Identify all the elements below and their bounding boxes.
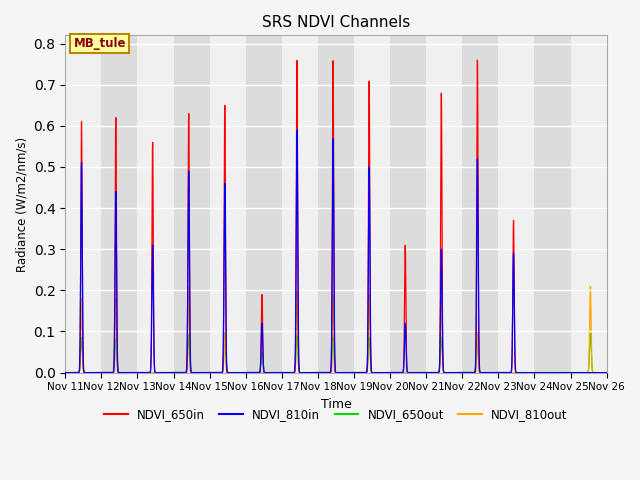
Text: MB_tule: MB_tule	[74, 37, 126, 50]
Bar	[354, 36, 390, 372]
NDVI_650in	[535, 370, 543, 375]
Bar	[534, 36, 570, 372]
Line: NDVI_810out: NDVI_810out	[65, 286, 607, 372]
Bar	[282, 36, 318, 372]
NDVI_810in	[598, 370, 606, 375]
NDVI_810in	[304, 370, 312, 375]
Bar	[570, 36, 607, 372]
NDVI_650out	[61, 370, 69, 375]
NDVI_810out	[586, 283, 594, 289]
NDVI_650in	[266, 370, 273, 375]
NDVI_810in	[187, 368, 195, 373]
Bar	[318, 36, 354, 372]
NDVI_650out	[193, 370, 200, 375]
Bar	[65, 36, 101, 372]
NDVI_650out	[304, 370, 312, 375]
NDVI_810in	[190, 370, 198, 375]
Legend: NDVI_650in, NDVI_810in, NDVI_650out, NDVI_810out: NDVI_650in, NDVI_810in, NDVI_650out, NDV…	[99, 403, 573, 426]
NDVI_650in	[304, 370, 312, 375]
Y-axis label: Radiance (W/m2/nm/s): Radiance (W/m2/nm/s)	[15, 136, 28, 272]
NDVI_650out	[586, 331, 594, 336]
NDVI_810out	[188, 370, 195, 375]
NDVI_650in	[190, 370, 198, 375]
NDVI_650in	[598, 370, 606, 375]
NDVI_650out	[603, 370, 611, 375]
NDVI_650out	[266, 370, 273, 375]
NDVI_810out	[193, 370, 200, 375]
NDVI_810in	[538, 370, 546, 375]
Bar	[138, 36, 173, 372]
NDVI_810out	[140, 370, 147, 375]
NDVI_810out	[61, 370, 69, 375]
Bar	[101, 36, 138, 372]
NDVI_810in	[293, 127, 301, 133]
Bar	[173, 36, 210, 372]
NDVI_650in	[474, 57, 481, 63]
NDVI_810out	[603, 370, 611, 375]
NDVI_650out	[598, 370, 606, 375]
NDVI_650in	[187, 369, 195, 375]
Bar	[210, 36, 246, 372]
NDVI_810in	[61, 370, 69, 375]
NDVI_810in	[266, 370, 273, 375]
Bar	[462, 36, 499, 372]
NDVI_650in	[61, 370, 69, 375]
NDVI_810in	[193, 370, 200, 375]
Bar	[390, 36, 426, 372]
NDVI_810out	[598, 370, 606, 375]
NDVI_650in	[603, 370, 611, 375]
Line: NDVI_650out: NDVI_650out	[65, 334, 607, 372]
NDVI_650in	[193, 370, 200, 375]
Bar	[426, 36, 462, 372]
NDVI_650out	[145, 370, 152, 375]
Bar	[246, 36, 282, 372]
NDVI_810out	[304, 370, 312, 375]
X-axis label: Time: Time	[321, 398, 351, 411]
Line: NDVI_810in: NDVI_810in	[65, 130, 607, 372]
Title: SRS NDVI Channels: SRS NDVI Channels	[262, 15, 410, 30]
NDVI_810in	[603, 370, 611, 375]
Bar	[499, 36, 534, 372]
NDVI_810out	[266, 370, 273, 375]
NDVI_650out	[190, 370, 198, 375]
NDVI_810out	[190, 370, 198, 375]
NDVI_650out	[188, 369, 195, 375]
Line: NDVI_650in: NDVI_650in	[65, 60, 607, 372]
